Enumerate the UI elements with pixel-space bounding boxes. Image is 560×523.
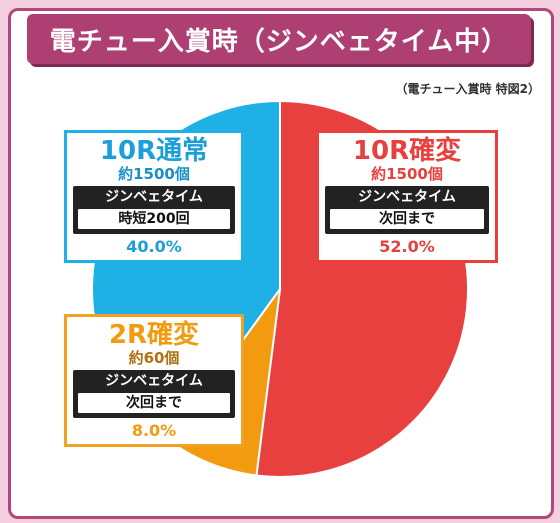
slice-label-2r-kakuhen: 2R確変 約60個 ジンベェタイム 次回まで 8.0% xyxy=(64,314,244,447)
slice-mode-block: ジンベェタイム 時短200回 xyxy=(73,186,235,234)
slice-percent-label: 52.0% xyxy=(379,237,435,256)
slice-mode-label: ジンベェタイム xyxy=(327,186,487,208)
slice-round-label: 2R確変 xyxy=(108,320,200,350)
slice-mode-label: ジンベェタイム xyxy=(75,370,233,392)
slice-label-10r-normal: 10R通常 約1500個 ジンベェタイム 時短200回 40.0% xyxy=(64,130,244,263)
slice-payout-label: 約1500個 xyxy=(118,165,190,183)
slice-detail-label: 次回まで xyxy=(77,392,231,414)
slice-mode-block: ジンベェタイム 次回まで xyxy=(325,186,489,234)
slice-payout-label: 約1500個 xyxy=(371,165,443,183)
slice-mode-label: ジンベェタイム xyxy=(75,186,233,208)
chart-title: 電チュー入賞時（ジンベェタイム中） xyxy=(49,26,509,57)
slice-detail-label: 時短200回 xyxy=(77,208,231,230)
slice-percent-label: 40.0% xyxy=(126,237,182,256)
chart-subtitle: （電チュー入賞時 特図2） xyxy=(395,82,540,96)
slice-label-10r-kakuhen: 10R確変 約1500個 ジンベェタイム 次回まで 52.0% xyxy=(316,130,498,263)
slice-round-label: 10R確変 xyxy=(352,136,462,166)
slice-payout-label: 約60個 xyxy=(128,349,180,367)
slice-detail-label: 次回まで xyxy=(329,208,485,230)
slice-round-label: 10R通常 xyxy=(99,136,209,166)
slice-percent-label: 8.0% xyxy=(131,421,177,440)
slice-mode-block: ジンベェタイム 次回まで xyxy=(73,370,235,418)
title-banner: 電チュー入賞時（ジンベェタイム中） xyxy=(27,14,531,64)
